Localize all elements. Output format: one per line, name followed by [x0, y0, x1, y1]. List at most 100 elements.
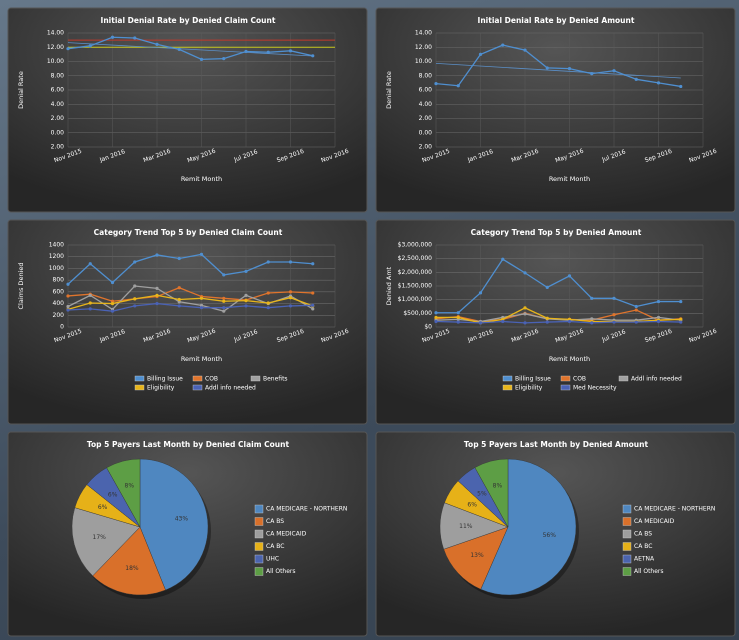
chart-title: Initial Denial Rate by Denied Claim Coun… — [101, 16, 276, 25]
y-tick-label: 1400 — [49, 242, 64, 249]
series-line — [67, 36, 313, 61]
y-tick-label: $500,000 — [403, 310, 432, 317]
point — [590, 72, 594, 76]
point — [590, 317, 594, 321]
point — [110, 280, 115, 285]
x-axis-title: Remit Month — [549, 175, 590, 183]
point — [88, 44, 92, 48]
point — [199, 296, 204, 300]
series-line — [435, 320, 681, 324]
point — [222, 309, 226, 313]
point — [545, 66, 549, 70]
legend-label: Med Necessity — [573, 385, 617, 392]
point — [311, 54, 315, 58]
point — [634, 320, 638, 324]
legend-label: CA MEDICAID — [266, 531, 307, 538]
legend-label: CA BS — [634, 531, 652, 538]
y-tick-label: 4.00 — [51, 101, 65, 108]
point — [679, 84, 683, 89]
point — [634, 77, 638, 81]
y-tick-label: 2.00 — [51, 144, 65, 151]
point — [110, 301, 115, 306]
legend-swatch — [618, 375, 629, 382]
point — [288, 290, 293, 294]
chart-title: Category Trend Top 5 by Denied Claim Cou… — [94, 228, 283, 237]
pie-slice — [474, 458, 509, 528]
y-tick-label: 14.00 — [47, 30, 64, 37]
point — [222, 57, 226, 61]
slice-label: 5% — [477, 490, 487, 497]
x-axis-title: Remit Month — [181, 175, 222, 183]
chart-panel: Top 5 Payers Last Month by Denied Amount… — [375, 431, 736, 637]
legend-swatch — [254, 554, 264, 564]
point — [456, 320, 460, 324]
legend-swatch — [560, 375, 571, 382]
point — [222, 273, 226, 277]
point — [434, 315, 438, 320]
y-tick-label: 600 — [53, 288, 65, 295]
point — [155, 286, 159, 290]
slice-label: 13% — [470, 552, 484, 559]
legend-swatch — [622, 517, 632, 526]
point — [288, 260, 293, 264]
point — [88, 301, 92, 305]
legend-swatch — [560, 384, 571, 391]
point — [311, 307, 315, 311]
point — [244, 299, 248, 303]
legend-swatch — [622, 529, 632, 539]
chart-panel: Initial Denial Rate by Denied Amount 2.00… — [375, 7, 736, 213]
y-tick-label: 12.00 — [415, 44, 432, 51]
y-tick-label: 2.00 — [419, 144, 433, 151]
trend-line — [67, 42, 313, 57]
y-tick-label: 6.00 — [51, 87, 65, 94]
pie-slice — [480, 458, 577, 596]
pie-slice — [71, 507, 141, 577]
point — [155, 293, 159, 297]
legend-label: COB — [205, 376, 218, 383]
point — [222, 306, 226, 310]
point — [523, 321, 527, 325]
point — [244, 293, 248, 297]
legend-label: CA BC — [634, 543, 652, 550]
panel-bg — [375, 7, 736, 213]
slice-label: 18% — [125, 565, 139, 572]
x-axis-title: Remit Month — [549, 355, 590, 363]
point — [434, 311, 438, 315]
point — [656, 315, 661, 320]
point — [266, 260, 270, 264]
point — [110, 35, 115, 39]
point — [66, 47, 70, 51]
point — [199, 303, 204, 307]
y-axis-title: Denial Rate — [385, 71, 393, 109]
legend-swatch — [622, 542, 632, 551]
point — [634, 304, 638, 309]
legend-label: Eligibility — [515, 385, 543, 392]
legend-label: CA MEDICARE - NORTHERN — [634, 506, 715, 513]
slice-label: 43% — [175, 515, 189, 522]
pie-slice — [106, 458, 141, 528]
legend-swatch — [622, 567, 632, 576]
legend-swatch — [622, 504, 632, 514]
y-tick-label: 200 — [53, 312, 65, 319]
point — [110, 299, 115, 303]
point — [66, 308, 70, 312]
y-tick-label: 6.00 — [419, 87, 433, 94]
point — [656, 81, 661, 85]
point — [133, 297, 137, 301]
point — [567, 317, 572, 321]
y-tick-label: $0 — [424, 324, 432, 331]
point — [244, 269, 248, 273]
point — [478, 321, 483, 325]
slice-label: 6% — [98, 504, 108, 511]
legend-swatch — [250, 375, 261, 382]
point — [590, 296, 594, 300]
panel-bg — [7, 219, 368, 425]
point — [545, 316, 549, 320]
point — [656, 319, 661, 324]
point — [155, 42, 159, 47]
pie-slice — [139, 458, 209, 591]
point — [656, 299, 661, 304]
slice-label: 8% — [493, 483, 503, 490]
point — [501, 317, 505, 321]
y-tick-label: 10.00 — [47, 58, 64, 65]
